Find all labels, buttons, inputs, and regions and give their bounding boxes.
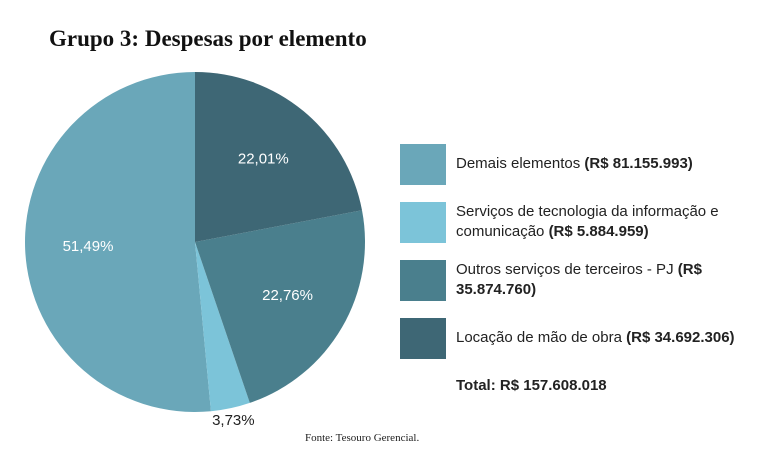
slice-label: 22,01% bbox=[238, 150, 289, 167]
legend-text: Serviços de tecnologia da informação e c… bbox=[456, 202, 746, 242]
legend-label: Serviços de tecnologia da informação e c… bbox=[456, 203, 719, 240]
legend-swatch bbox=[400, 201, 446, 243]
legend-swatch bbox=[400, 259, 446, 301]
pie-slice bbox=[195, 210, 366, 403]
pie-slice bbox=[25, 72, 211, 412]
legend-amount: (R$ 81.155.993) bbox=[584, 155, 693, 172]
slice-label: 51,49% bbox=[63, 238, 114, 255]
legend-item: Serviços de tecnologia da informação e c… bbox=[400, 193, 750, 251]
legend-swatch bbox=[400, 317, 446, 359]
legend: Demais elementos (R$ 81.155.993) Serviços… bbox=[400, 135, 750, 367]
slice-label: 3,73% bbox=[212, 412, 255, 429]
legend-item: Outros serviços de terceiros - PJ (R$ 35… bbox=[400, 251, 750, 309]
legend-item: Locação de mão de obra (R$ 34.692.306) bbox=[400, 309, 750, 367]
pie-slice bbox=[195, 72, 363, 242]
legend-text: Demais elementos (R$ 81.155.993) bbox=[456, 154, 746, 174]
source: Fonte: Tesouro Gerencial. bbox=[305, 432, 420, 444]
legend-label: Demais elementos bbox=[456, 155, 581, 172]
total: Total: R$ 157.608.018 bbox=[456, 377, 607, 394]
legend-label: Outros serviços de terceiros - PJ bbox=[456, 261, 674, 278]
legend-label: Locação de mão de obra bbox=[456, 329, 622, 346]
chart-title: Grupo 3: Despesas por elemento bbox=[49, 26, 367, 51]
pie-slice bbox=[195, 242, 250, 412]
legend-text: Locação de mão de obra (R$ 34.692.306) bbox=[456, 328, 746, 348]
legend-amount: (R$ 5.884.959) bbox=[548, 223, 649, 240]
slice-label: 22,76% bbox=[262, 287, 313, 304]
legend-text: Outros serviços de terceiros - PJ (R$ 35… bbox=[456, 260, 746, 300]
legend-amount: (R$ 34.692.306) bbox=[626, 329, 735, 346]
legend-item: Demais elementos (R$ 81.155.993) bbox=[400, 135, 750, 193]
legend-amount: (R$ 35.874.760) bbox=[456, 261, 702, 298]
legend-swatch bbox=[400, 143, 446, 185]
